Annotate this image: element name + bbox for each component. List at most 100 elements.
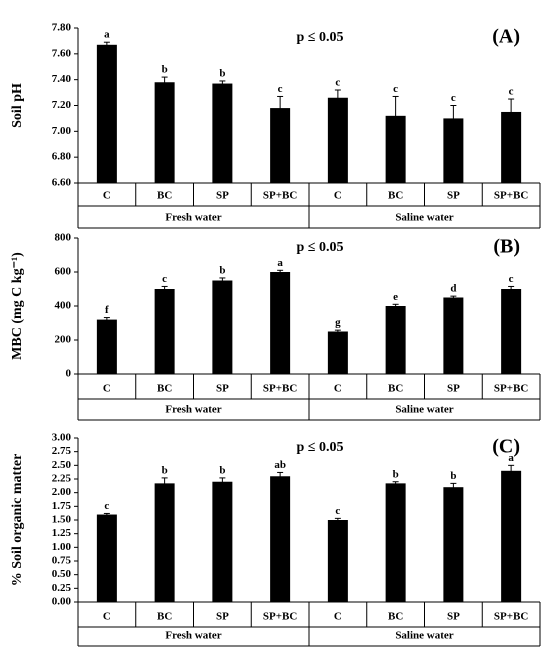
panel-label: (A): [492, 26, 520, 48]
significance-letter: c: [278, 83, 283, 95]
y-tick-label: 1.25: [52, 527, 72, 539]
y-tick-label: 7.40: [52, 73, 72, 85]
bar: [443, 297, 464, 374]
significance-letter: c: [509, 86, 514, 98]
significance-letter: c: [451, 92, 456, 104]
bar: [154, 289, 175, 374]
bar: [501, 111, 522, 183]
y-tick-label: 6.60: [52, 177, 72, 189]
bar: [270, 476, 291, 602]
bar: [385, 115, 406, 183]
y-tick-label: 200: [55, 334, 72, 346]
y-tick-label: 600: [55, 266, 72, 278]
group-label: Saline water: [395, 212, 453, 224]
y-tick-label: 6.80: [52, 151, 72, 163]
y-tick-label: 2.75: [52, 445, 72, 457]
significance-letter: b: [162, 464, 168, 476]
bar: [96, 44, 117, 183]
significance-letter: b: [162, 64, 168, 76]
panel-label: (C): [492, 436, 520, 458]
group-label: Fresh water: [165, 630, 221, 642]
y-tick-label: 0: [66, 368, 72, 380]
y-tick-label: 1.50: [52, 514, 72, 526]
significance-letter: d: [450, 283, 456, 295]
group-label: Saline water: [395, 630, 453, 642]
y-tick-label: 7.20: [52, 99, 72, 111]
significance-letter: c: [104, 500, 109, 512]
significance-letter: g: [335, 317, 341, 329]
y-axis-label: % Soil organic matter: [10, 454, 25, 587]
y-axis-label: MBC (mg C kg⁻¹): [10, 252, 25, 360]
bar: [385, 306, 406, 374]
bar: [154, 82, 175, 183]
bar: [327, 97, 348, 183]
significance-letter: a: [104, 29, 110, 41]
significance-letter: b: [219, 464, 225, 476]
annotation: p ≤ 0.05: [297, 30, 344, 45]
bar: [270, 272, 291, 374]
x-tick-label: BC: [157, 190, 172, 202]
significance-letter: c: [162, 273, 167, 285]
y-tick-label: 2.00: [52, 486, 72, 498]
x-tick-label: C: [334, 383, 342, 395]
y-tick-label: 2.50: [52, 459, 72, 471]
x-tick-label: SP: [216, 383, 229, 395]
x-tick-label: C: [103, 190, 111, 202]
x-tick-label: C: [334, 611, 342, 623]
y-tick-label: 1.75: [52, 500, 72, 512]
y-tick-label: 0.50: [52, 568, 72, 580]
y-tick-label: 7.60: [52, 47, 72, 59]
bar: [385, 483, 406, 602]
x-tick-label: C: [103, 383, 111, 395]
y-tick-label: 0.25: [52, 582, 72, 594]
x-tick-label: BC: [388, 383, 403, 395]
annotation: p ≤ 0.05: [297, 240, 344, 255]
significance-letter: b: [450, 470, 456, 482]
significance-letter: c: [393, 83, 398, 95]
y-tick-label: 0.00: [52, 596, 72, 608]
x-tick-label: BC: [388, 190, 403, 202]
y-tick-label: 0.75: [52, 555, 72, 567]
x-tick-label: C: [334, 190, 342, 202]
y-tick-label: 3.00: [52, 432, 72, 444]
significance-letter: b: [393, 468, 399, 480]
x-tick-label: SP+BC: [263, 611, 297, 623]
bar: [212, 481, 233, 602]
bar: [327, 520, 348, 602]
bar: [327, 331, 348, 374]
panel-label: (B): [493, 236, 520, 258]
significance-letter: e: [393, 291, 398, 303]
bar: [270, 108, 291, 183]
x-tick-label: SP: [447, 190, 460, 202]
x-tick-label: SP: [447, 611, 460, 623]
bar: [443, 487, 464, 602]
x-tick-label: SP: [216, 611, 229, 623]
y-axis-label: Soil pH: [10, 83, 25, 128]
x-tick-label: BC: [157, 383, 172, 395]
significance-letter: c: [335, 505, 340, 517]
x-tick-label: BC: [388, 611, 403, 623]
significance-letter: a: [277, 257, 283, 269]
y-tick-label: 7.00: [52, 125, 72, 137]
x-tick-label: SP+BC: [494, 611, 528, 623]
group-label: Fresh water: [165, 212, 221, 224]
bar: [212, 280, 233, 374]
x-tick-label: BC: [157, 611, 172, 623]
x-tick-label: SP+BC: [494, 383, 528, 395]
bar: [501, 470, 522, 602]
significance-letter: c: [335, 77, 340, 89]
bar: [212, 83, 233, 183]
significance-letter: ab: [274, 459, 286, 471]
x-tick-label: SP: [447, 383, 460, 395]
bar: [96, 514, 117, 602]
x-tick-label: C: [103, 611, 111, 623]
significance-letter: f: [105, 304, 109, 316]
x-tick-label: SP: [216, 190, 229, 202]
bar: [501, 289, 522, 374]
significance-letter: b: [219, 264, 225, 276]
x-tick-label: SP+BC: [263, 190, 297, 202]
y-tick-label: 800: [55, 232, 72, 244]
y-tick-label: 2.25: [52, 473, 72, 485]
